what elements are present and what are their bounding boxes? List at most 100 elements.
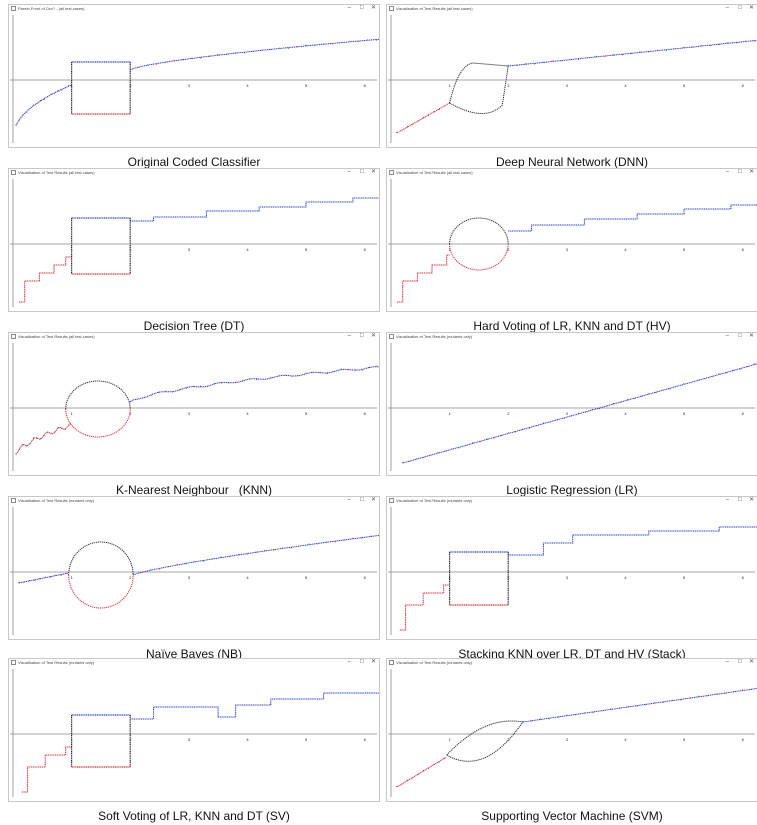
window-titlebar[interactable]: Visualisation of Test Results (mutants o… [9,659,379,667]
window-title: Visualisation of Test Results (mutants o… [18,497,94,504]
window-title: Pareto Front of Occ? - (all test cases) [18,5,84,12]
close-icon[interactable]: ✕ [371,659,376,666]
x-tick-label: 1 [449,737,452,742]
panel-knn: Visualisation of Test Results (all test … [8,332,380,499]
left-steps [400,585,450,630]
left-steps [22,747,72,792]
x-tick-label: 5 [683,575,686,580]
minimize-icon[interactable]: – [348,659,351,666]
maximize-icon[interactable]: ☐ [738,333,742,340]
window-titlebar[interactable]: Visualisation of Test Results (mutants o… [387,659,757,667]
visualisation-window: Visualisation of Test Results (mutants o… [8,496,380,640]
lower-loop [447,722,523,761]
upper-loop [450,63,509,103]
x-tick-label: 6 [742,411,745,416]
close-icon[interactable]: ✕ [371,497,376,504]
window-titlebar[interactable]: Visualisation of Test Results (all test … [387,169,757,177]
panel-hv: Visualisation of Test Results (all test … [386,168,757,335]
visualisation-window: Visualisation of Test Results (mutants o… [8,658,380,802]
maximize-icon[interactable]: ☐ [738,169,742,176]
close-icon[interactable]: ✕ [371,333,376,340]
app-icon [389,170,394,175]
lower-loop [69,575,133,608]
x-tick-label: 6 [742,83,745,88]
close-icon[interactable]: ✕ [749,5,754,12]
x-tick-label: 5 [305,575,308,580]
maximize-icon[interactable]: ☐ [738,497,742,504]
close-icon[interactable]: ✕ [371,169,376,176]
close-icon[interactable]: ✕ [749,169,754,176]
maximize-icon[interactable]: ☐ [360,5,364,12]
close-icon[interactable]: ✕ [371,5,376,12]
window-titlebar[interactable]: Visualisation of Test Results (all test … [387,5,757,13]
left-steps [397,255,450,302]
close-icon[interactable]: ✕ [749,333,754,340]
maximize-icon[interactable]: ☐ [360,497,364,504]
panel-caption: Original Coded Classifier [8,155,380,169]
left-branch [396,757,446,787]
right-steps [130,198,379,221]
left-steps [19,257,72,302]
panel-caption: K-Nearest Neighbour (KNN) [8,483,380,497]
window-titlebar[interactable]: Visualisation of Test Results (all test … [9,333,379,341]
window-titlebar[interactable]: Visualisation of Test Results (all test … [9,169,379,177]
close-icon[interactable]: ✕ [749,659,754,666]
window-title: Visualisation of Test Results (mutants o… [396,659,472,666]
visualisation-window: Visualisation of Test Results (all test … [386,168,757,312]
panel-svm: Visualisation of Test Results (mutants o… [386,658,757,825]
x-tick-label: 5 [683,737,686,742]
window-titlebar[interactable]: Pareto Front of Occ? - (all test cases) –… [9,5,379,13]
minimize-icon[interactable]: – [348,497,351,504]
maximize-icon[interactable]: ☐ [738,659,742,666]
visualisation-window: Visualisation of Test Results (all test … [386,4,757,148]
x-tick-label: 4 [624,575,627,580]
x-tick-label: 1 [449,247,452,252]
window-title: Visualisation of Test Results (all test … [396,5,473,12]
x-tick-label: 4 [624,411,627,416]
panel-nb: Visualisation of Test Results (mutants o… [8,496,380,663]
panel-dt: Visualisation of Test Results (all test … [8,168,380,335]
right-branch [133,535,379,575]
app-icon [389,334,394,339]
x-tick-label: 6 [364,737,367,742]
window-titlebar[interactable]: Visualisation of Test Results (mutants o… [9,497,379,505]
maximize-icon[interactable]: ☐ [360,659,364,666]
window-title: Visualisation of Test Results (all test … [396,169,473,176]
x-tick-label: 3 [566,247,569,252]
minimize-icon[interactable]: – [726,333,729,340]
minimize-icon[interactable]: – [726,659,729,666]
right-steps [508,523,757,555]
visualisation-window: Visualisation of Test Results (mutants o… [386,658,757,802]
panel-lr: Visualisation of Test Results (mutants o… [386,332,757,499]
minimize-icon[interactable]: – [348,5,351,12]
minimize-icon[interactable]: – [726,169,729,176]
maximize-icon[interactable]: ☐ [360,333,364,340]
x-tick-label: 1 [71,411,74,416]
minimize-icon[interactable]: – [348,333,351,340]
minimize-icon[interactable]: – [726,5,729,12]
window-title: Visualisation of Test Results (mutants o… [18,659,94,666]
maximize-icon[interactable]: ☐ [360,169,364,176]
right-branch [522,687,757,722]
left-branch [396,102,450,133]
x-tick-label: 5 [683,83,686,88]
minimize-icon[interactable]: – [348,169,351,176]
x-tick-label: 5 [683,411,686,416]
x-tick-label: 4 [624,247,627,252]
x-tick-label: 4 [624,737,627,742]
window-titlebar[interactable]: Visualisation of Test Results (mutants o… [387,333,757,341]
x-tick-label: 2 [507,83,510,88]
window-title: Visualisation of Test Results (mutants o… [396,333,472,340]
close-icon[interactable]: ✕ [749,497,754,504]
minimize-icon[interactable]: – [726,497,729,504]
app-icon [389,498,394,503]
x-tick-label: 6 [742,737,745,742]
lower-loop [450,244,509,270]
window-titlebar[interactable]: Visualisation of Test Results (mutants o… [387,497,757,505]
x-tick-label: 6 [364,411,367,416]
right-branch [130,366,379,403]
maximize-icon[interactable]: ☐ [738,5,742,12]
x-tick-label: 1 [449,411,452,416]
